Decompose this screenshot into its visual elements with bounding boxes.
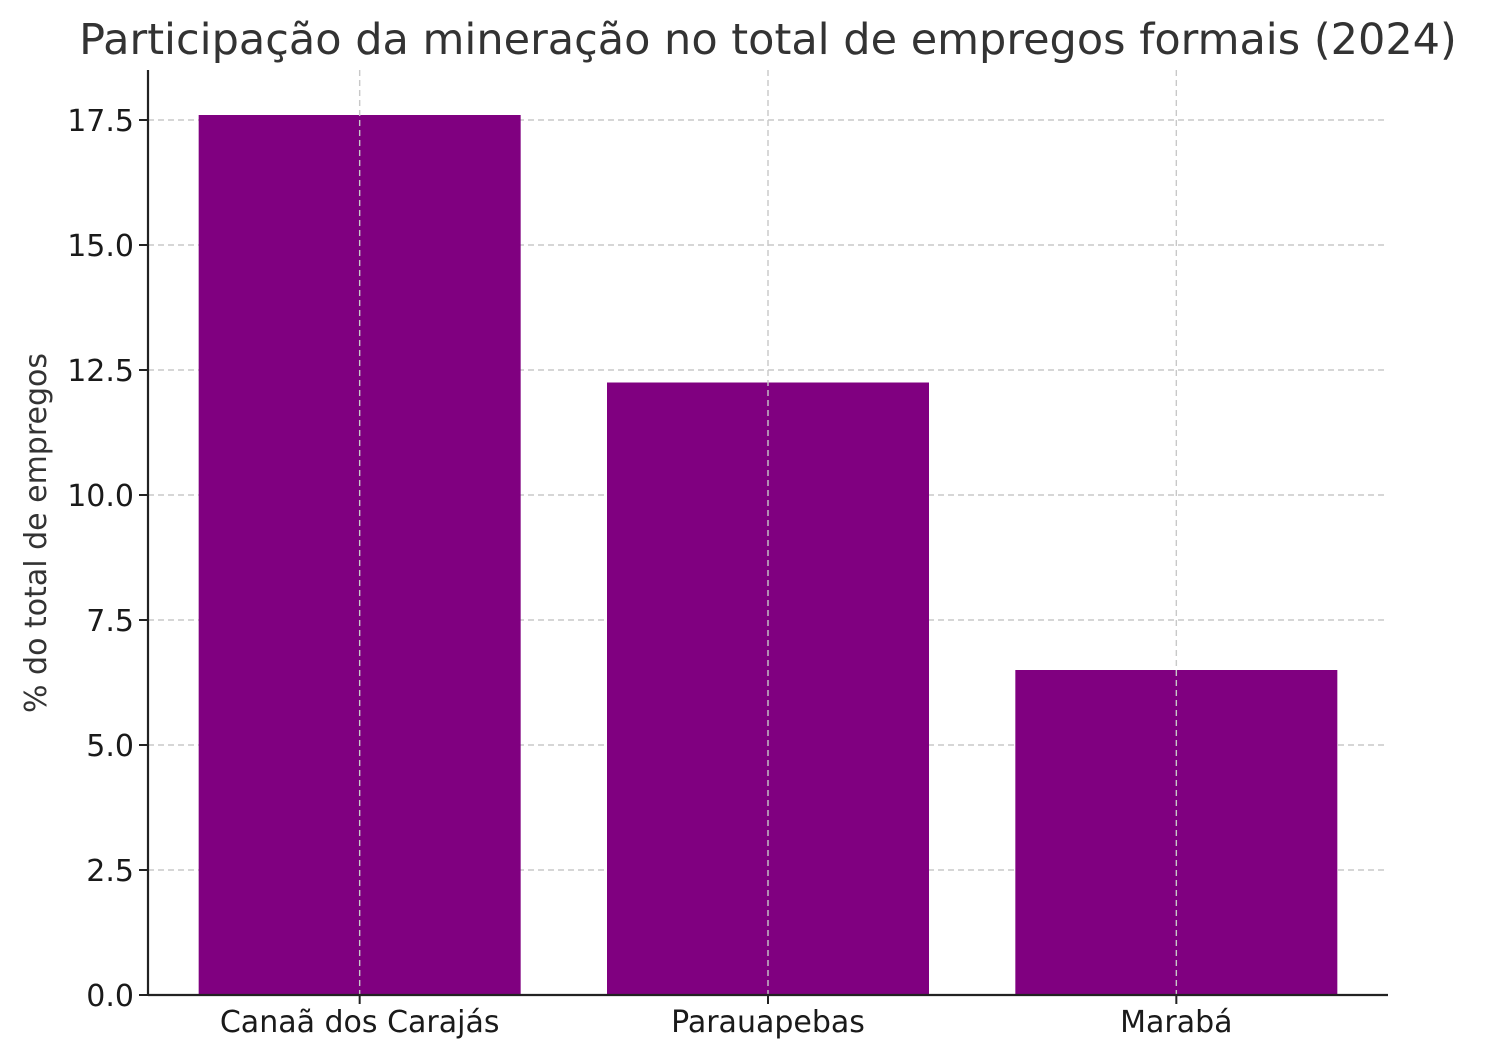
- y-tick-label: 17.5: [67, 104, 134, 139]
- chart-title: Participação da mineração no total de em…: [79, 15, 1457, 65]
- y-axis-label: % do total de empregos: [19, 353, 54, 713]
- y-tick-label: 10.0: [67, 479, 134, 514]
- y-tick-label: 5.0: [86, 729, 134, 764]
- y-tick-label: 2.5: [86, 854, 134, 889]
- vertical-gridlines: [358, 70, 1178, 995]
- x-tick-label: Parauapebas: [671, 1005, 865, 1040]
- x-axis-ticks: Canaã dos Carajás Parauapebas Marabá: [220, 995, 1233, 1040]
- y-tick-label: 7.5: [86, 604, 134, 639]
- x-tick-label: Marabá: [1120, 1005, 1232, 1040]
- x-tick-label: Canaã dos Carajás: [220, 1005, 500, 1040]
- y-tick-label: 0.0: [86, 979, 134, 1014]
- y-axis-ticks: 0.0 2.5 5.0 7.5 10.0 12.5 15.0 17.5: [67, 104, 148, 1014]
- y-tick-label: 12.5: [67, 354, 134, 389]
- y-tick-label: 15.0: [67, 229, 134, 264]
